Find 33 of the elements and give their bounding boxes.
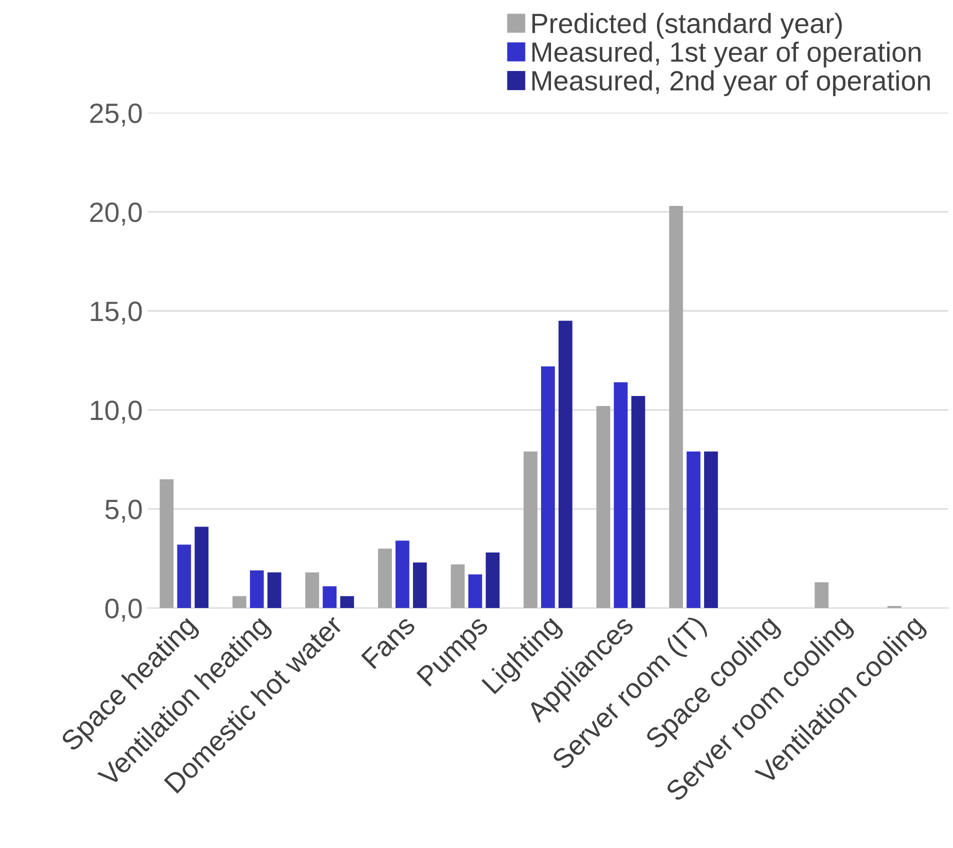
bar [686,452,700,608]
bar [669,206,683,608]
legend-label: Measured, 2nd year of operation [532,70,930,96]
legend-label: Predicted (standard year) [532,12,842,39]
bar [558,320,572,608]
y-tick-label: 10,0 [90,400,142,424]
bar [378,548,392,608]
y-tick-label: 20,0 [90,202,142,226]
bar [524,452,538,608]
bar [194,526,208,608]
bar [160,479,174,608]
y-tick-label: 5,0 [105,500,142,523]
bar [322,586,337,608]
bar [814,582,829,608]
bar [177,544,192,608]
bar [232,596,246,608]
bar [340,596,354,608]
bar [450,564,465,608]
bar [541,366,555,608]
bar [267,572,282,608]
bar [250,570,264,608]
bar [486,552,500,608]
legend-label: Measured, 1st year of operation [532,42,921,68]
bar [305,572,320,608]
y-tick-label: 25,0 [90,103,142,126]
bar [468,574,482,608]
bar [631,396,646,608]
bar [412,562,427,608]
bar [614,382,628,608]
bar [596,406,610,608]
y-tick-label: 15,0 [90,302,142,324]
bar [396,540,410,608]
bar [704,452,718,608]
